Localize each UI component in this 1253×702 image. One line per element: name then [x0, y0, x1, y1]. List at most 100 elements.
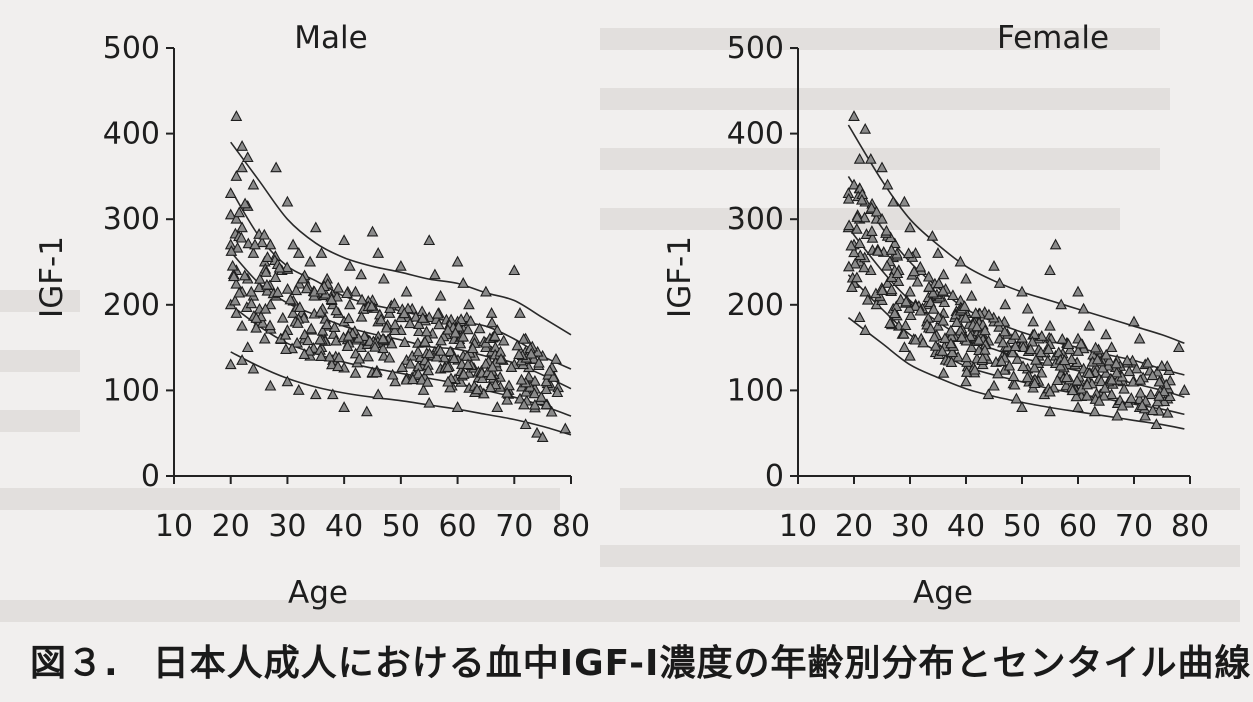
data-point — [1072, 285, 1084, 297]
data-point — [1100, 348, 1113, 360]
y-tick-label: 400 — [727, 117, 784, 152]
data-point — [1071, 374, 1084, 386]
data-point — [230, 110, 243, 121]
data-point — [1144, 388, 1157, 400]
data-point — [314, 305, 327, 317]
x-tick-label: 80 — [552, 509, 590, 544]
data-point — [250, 312, 263, 323]
data-point — [342, 329, 355, 341]
data-point — [315, 247, 328, 258]
data-point — [389, 375, 402, 387]
data-point — [1027, 315, 1040, 327]
data-point — [332, 281, 345, 293]
data-point — [1088, 405, 1101, 417]
chart-title: Male — [294, 20, 367, 56]
data-point — [462, 323, 474, 335]
data-point — [968, 363, 981, 375]
data-point — [343, 259, 356, 271]
data-point — [864, 152, 877, 164]
data-point — [236, 161, 248, 173]
scatter-points — [842, 110, 1191, 430]
y-axis-label: IGF-1 — [662, 236, 698, 318]
data-point — [325, 358, 338, 370]
data-point — [858, 211, 871, 223]
axes: 0 100 200 300 400 500 10 20 30 40 50 60 70 80 — [103, 31, 590, 544]
data-point — [525, 347, 538, 359]
data-point — [1136, 399, 1149, 411]
data-point — [992, 367, 1004, 379]
data-point — [898, 195, 911, 207]
data-point — [276, 311, 289, 323]
data-point — [927, 302, 940, 314]
data-point — [1105, 388, 1118, 400]
data-point — [897, 327, 910, 339]
data-point — [881, 277, 894, 288]
data-point — [1016, 285, 1028, 297]
data-point — [880, 224, 893, 236]
x-tick-label: 30 — [268, 509, 306, 544]
data-point — [946, 289, 959, 301]
data-point — [264, 298, 277, 310]
data-point — [448, 352, 460, 364]
data-point — [473, 322, 486, 334]
data-point — [412, 318, 425, 329]
data-point — [547, 371, 560, 382]
data-point — [349, 285, 362, 297]
data-point — [298, 348, 311, 359]
data-point — [491, 401, 504, 412]
data-point — [1066, 384, 1079, 396]
data-point — [853, 237, 866, 249]
data-point — [1028, 328, 1041, 339]
data-point — [370, 366, 383, 378]
data-point — [954, 255, 967, 267]
data-point — [338, 401, 351, 412]
data-point — [513, 348, 525, 360]
y-tick-label: 0 — [765, 459, 784, 494]
data-point — [230, 307, 243, 318]
data-point — [518, 398, 530, 410]
data-point — [309, 221, 322, 233]
data-point — [279, 328, 292, 340]
data-point — [993, 320, 1005, 332]
scatter-points — [224, 110, 572, 442]
data-point — [1153, 375, 1166, 387]
data-point — [898, 341, 911, 353]
data-point — [540, 383, 553, 395]
x-tick-label: 40 — [947, 509, 985, 544]
data-point — [842, 260, 855, 272]
data-point — [290, 284, 303, 296]
data-point — [438, 351, 451, 363]
data-point — [1035, 346, 1047, 358]
x-tick-label: 10 — [779, 509, 817, 544]
data-point — [226, 259, 239, 271]
data-point — [1083, 367, 1096, 378]
x-tick-label: 60 — [438, 509, 476, 544]
data-point — [224, 358, 237, 370]
data-point — [315, 350, 328, 361]
data-point — [1118, 382, 1130, 394]
data-point — [369, 340, 381, 352]
data-point — [291, 336, 304, 348]
x-axis-label: Age — [913, 575, 973, 611]
data-point — [230, 170, 243, 181]
x-tick-label: 40 — [325, 509, 363, 544]
data-point — [249, 238, 261, 250]
data-point — [422, 364, 435, 376]
data-point — [1099, 381, 1111, 393]
data-point — [1141, 356, 1154, 368]
data-point — [235, 231, 248, 243]
data-point — [999, 298, 1012, 310]
data-point — [281, 261, 294, 273]
data-point — [535, 391, 548, 402]
data-point — [1056, 332, 1069, 344]
x-tick-label: 70 — [1115, 509, 1153, 544]
data-point — [353, 352, 366, 364]
axes: 0 100 200 300 400 500 10 20 30 40 50 60 70 80 — [727, 31, 1209, 544]
data-point — [486, 316, 498, 328]
data-point — [923, 280, 935, 292]
data-point — [358, 330, 371, 341]
data-point — [264, 379, 277, 391]
data-point — [517, 332, 530, 344]
data-point — [1054, 359, 1067, 371]
